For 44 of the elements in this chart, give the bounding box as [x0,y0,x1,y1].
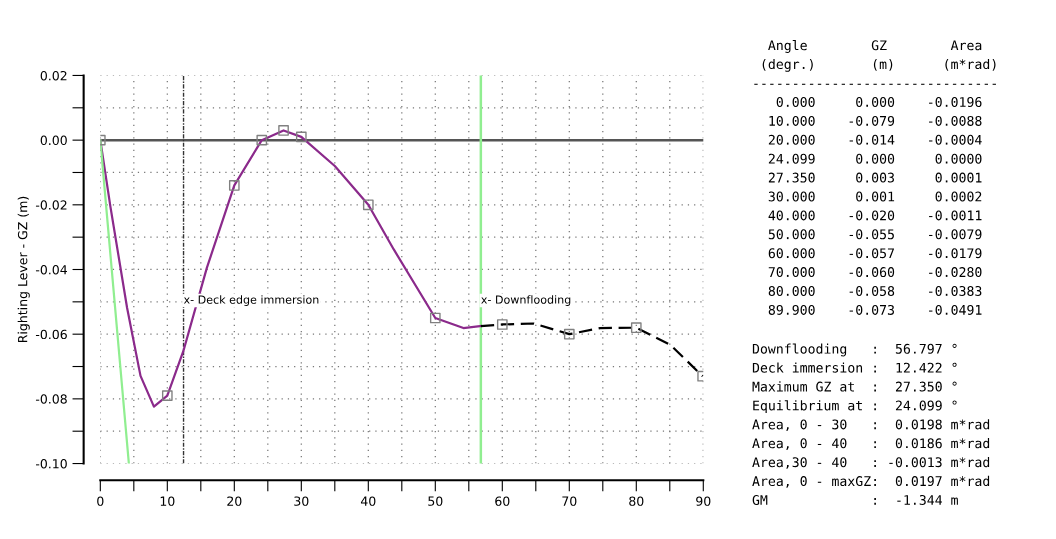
text: Equilibrium at : 24.099 ° [753,400,957,414]
text: ------------------------------- [754,83,996,85]
text: 70.000 -0.060 -0.0280 [768,267,982,278]
text: GM : -1.344 m [752,495,958,505]
text: 89.900 -0.073 -0.0491 [768,304,982,315]
text: Area, 0 - maxGZ: 0.0197 m*rad [752,475,990,488]
y-tick-label: 0.02 [40,70,67,81]
text: Maximum GZ at : 27.350 ° [752,381,957,392]
text: 30.000 0.001 0.0002 [768,191,982,202]
text: 60.000 -0.057 -0.0179 [768,248,982,259]
text: 80.000 -0.058 -0.0383 [768,286,982,296]
text: 27.350 0.003 0.0001 [768,172,982,183]
text: Deck immersion : 12.422 ° [752,362,957,373]
y-tick-label: 0.00 [40,135,67,146]
y-tick-label: -0.06 [35,329,67,340]
text: Angle GZ Area [768,40,982,53]
x-tick-label: 10 [160,496,175,506]
x-tick-label: 20 [227,496,242,506]
y-tick-label: -0.08 [35,394,67,404]
text: 24.099 0.000 0.0000 [768,153,982,164]
ref-line-label: x- Downflooding [481,295,571,306]
x-tick-label: 0 [97,496,104,506]
text: Downflooding : 56.797 ° [752,343,957,357]
text: 50.000 -0.055 -0.0079 [768,229,982,240]
x-tick-label: 50 [428,496,443,506]
y-tick-label: -0.04 [35,264,67,275]
x-tick-label: 40 [360,496,376,506]
text: 10.000 -0.079 -0.0088 [769,115,982,126]
x-tick-label: 30 [294,496,309,506]
y-tick-label: -0.10 [35,459,67,469]
y-tick-label: -0.02 [35,200,67,210]
text: 20.000 -0.014 -0.0004 [768,134,982,145]
x-tick-label: 90 [696,496,711,506]
text: Area, 0 - 40 : 0.0186 m*rad [752,438,990,450]
text: 40.000 -0.020 -0.0011 [768,210,982,221]
y-axis-title: Righting Lever - GZ (m) [17,196,30,343]
text: 0.000 0.000 -0.0196 [776,97,982,107]
text: (degr.) (m) (m*rad) [762,58,996,72]
x-tick-label: 80 [629,496,644,506]
x-tick-label: 60 [495,496,510,506]
text: Area, 0 - 30 : 0.0198 m*rad [752,419,990,432]
text: Area,30 - 40 : -0.0013 m*rad [752,456,990,469]
x-tick-label: 70 [562,496,577,506]
ref-line-label: x- Deck edge immersion [183,295,319,306]
